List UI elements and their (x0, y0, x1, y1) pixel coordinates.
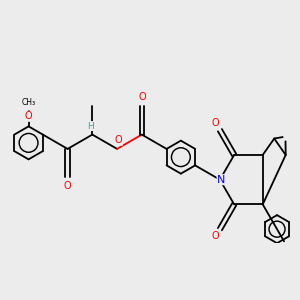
Text: O: O (25, 111, 32, 122)
Text: O: O (212, 231, 219, 241)
Text: O: O (212, 118, 219, 128)
Text: N: N (217, 175, 226, 185)
Text: O: O (138, 92, 146, 103)
Text: O: O (64, 181, 71, 191)
Text: O: O (115, 135, 122, 145)
Text: CH₃: CH₃ (22, 98, 36, 106)
Text: H: H (88, 122, 94, 130)
